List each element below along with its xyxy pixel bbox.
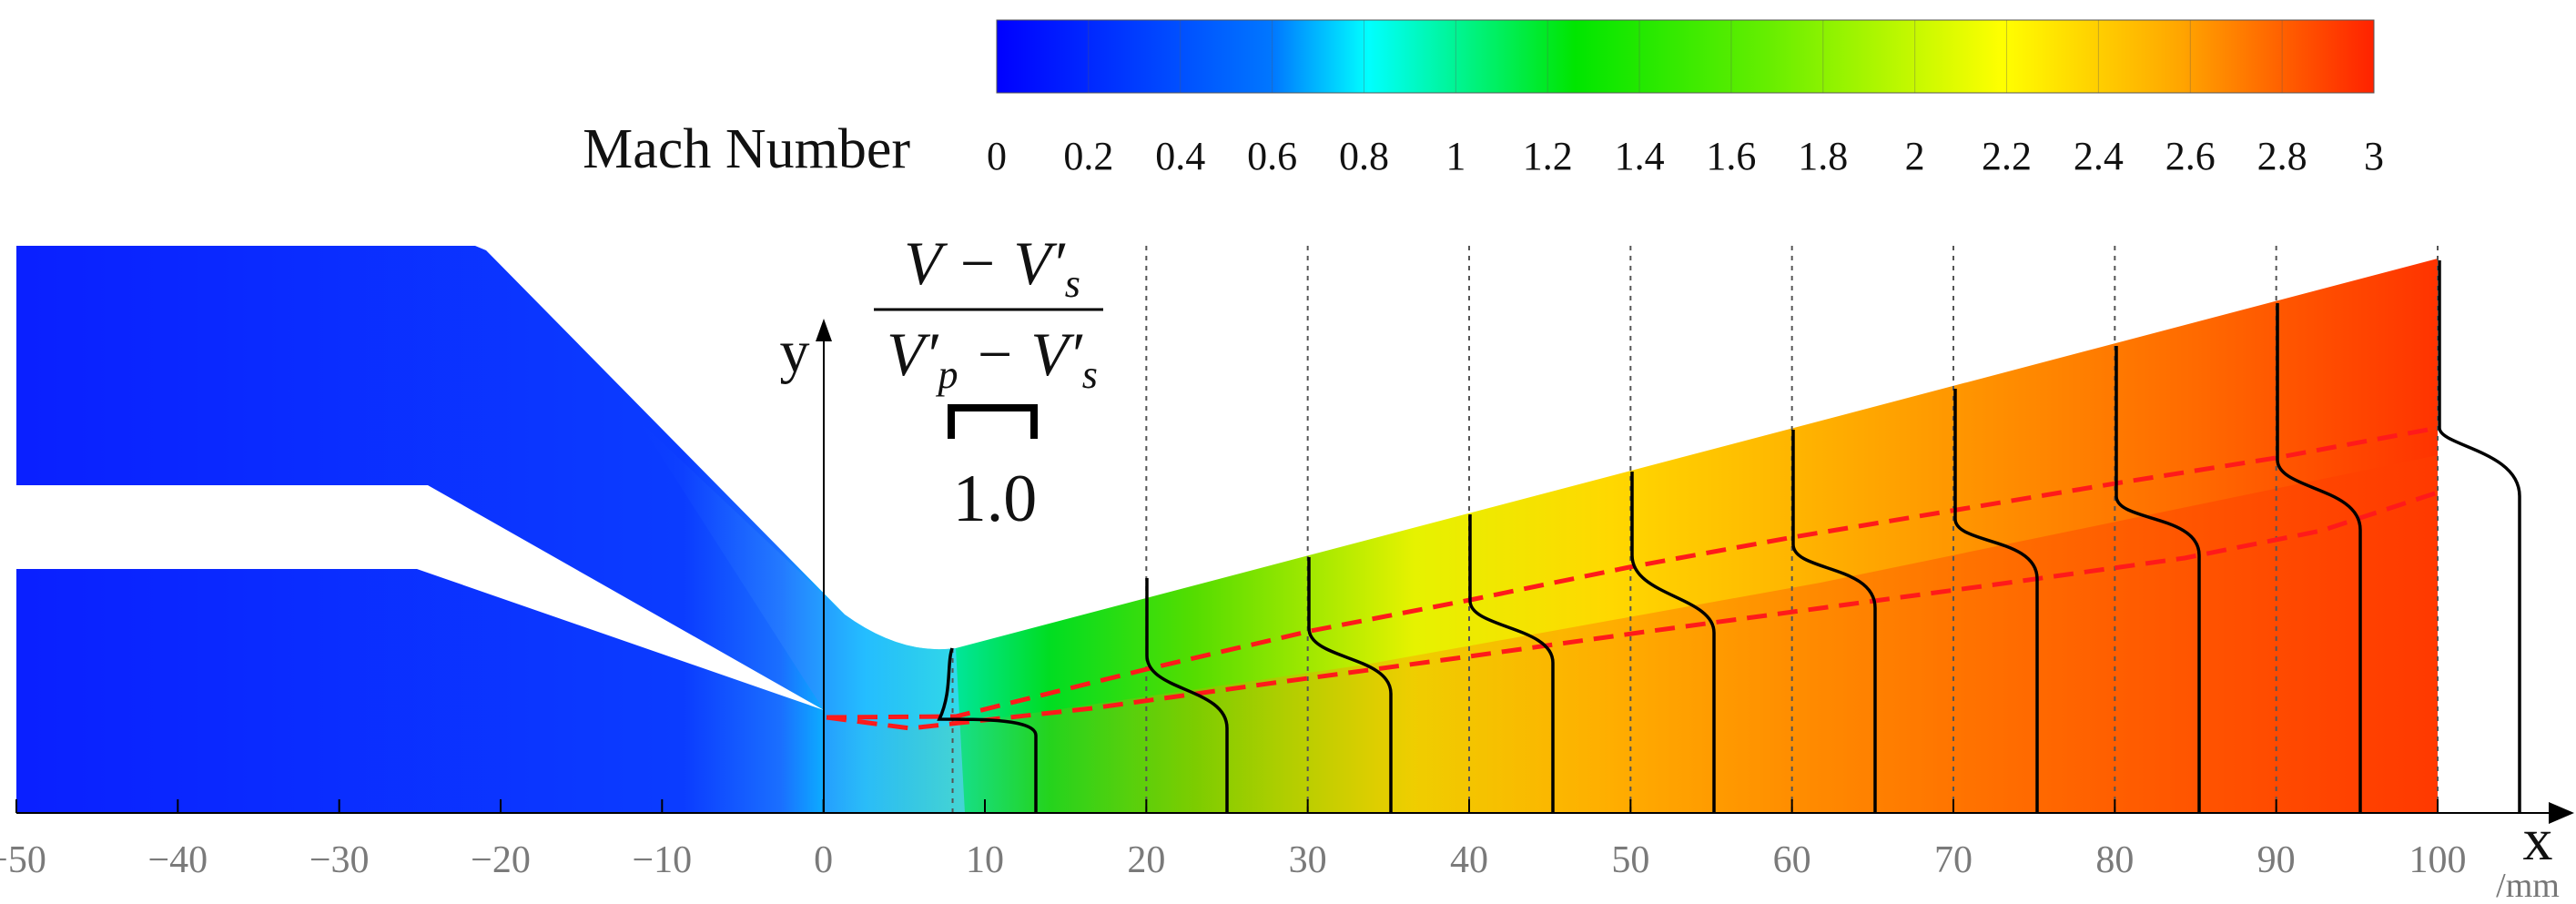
profile-x100 (2438, 260, 2521, 813)
x-axis-tick-label: −10 (632, 839, 692, 881)
x-axis-tick-label: −40 (147, 839, 208, 881)
colorbar-tick-label: 1.4 (1615, 134, 1665, 178)
x-axis-tick-label: 20 (1127, 839, 1165, 881)
fraction-numerator: V − V′s (904, 229, 1080, 306)
fraction-denominator: V′p − V′s (887, 320, 1098, 397)
colorbar-tick-label: 0 (987, 134, 1007, 178)
colorbar-gradient (996, 19, 2375, 94)
x-axis-tick-label: 100 (2409, 839, 2467, 881)
shear-layer-lower (826, 490, 2439, 731)
colorbar-tick-label: 0.8 (1339, 134, 1389, 178)
profile-x30 (1307, 557, 1393, 813)
y-axis-arrow-icon (816, 319, 832, 341)
x-axis-tick-label: −50 (0, 839, 46, 881)
colorbar-tick-label: 1.2 (1523, 134, 1573, 178)
profile-x60 (1791, 430, 1877, 813)
profile-x90 (2276, 303, 2362, 813)
colorbar-tick-labels: 0 0.2 0.4 0.6 0.8 1 1.2 1.4 1.6 1.8 2 2.2 2.4 2.6 2.8 3 (987, 134, 2384, 178)
x-axis-tick-label: 90 (2257, 839, 2296, 881)
secondary-inlet-highlight (637, 419, 965, 813)
colorbar-tick-label: 2.4 (2074, 134, 2124, 178)
velocity-profiles (937, 260, 2521, 813)
x-axis-tick-label: 10 (966, 839, 1004, 881)
colorbar: Mach Number 0 0.2 0.4 0.6 0.8 1 1.2 1.4 1.6 1.8 2 2… (583, 19, 2384, 180)
x-axis-tick-label: 80 (2095, 839, 2134, 881)
colorbar-title: Mach Number (583, 118, 910, 180)
profile-x20 (1145, 578, 1229, 813)
colorbar-tick-label: 0.6 (1247, 134, 1297, 178)
axes (15, 319, 2574, 824)
colorbar-tick-label: 1.6 (1706, 134, 1756, 178)
profile-x40 (1468, 514, 1555, 813)
y-axis-label: y (780, 319, 810, 385)
x-axis-tick-labels: −50 −40 −30 −20 −10 0 10 20 30 40 50 60 70 80 90 100 (0, 839, 2467, 881)
x-axis-ticks (15, 799, 2439, 813)
profile-scale: V − V′s V′p − V′s 1.0 (874, 229, 1103, 536)
colorbar-tick-label: 1 (1445, 134, 1465, 178)
x-axis-tick-label: 50 (1611, 839, 1649, 881)
scale-bar-label: 1.0 (953, 462, 1038, 536)
shear-layer-boundaries (826, 425, 2439, 731)
x-axis-tick-label: −20 (471, 839, 531, 881)
colorbar-tick-label: 2.6 (2165, 134, 2216, 178)
profile-x50 (1630, 472, 1716, 813)
x-axis-tick-label: −30 (309, 839, 370, 881)
profile-x80 (2115, 346, 2201, 813)
colorbar-tick-label: 2 (1905, 134, 1925, 178)
scale-bar (948, 404, 1038, 439)
x-axis-label: x (2523, 807, 2553, 873)
colorbar-tick-label: 0.4 (1155, 134, 1205, 178)
colorbar-tick-label: 2.8 (2257, 134, 2307, 178)
colorbar-tick-label: 2.2 (1982, 134, 2032, 178)
colorbar-tick-label: 3 (2364, 134, 2384, 178)
x-axis-tick-label: 70 (1934, 839, 1973, 881)
x-axis-tick-label: 40 (1450, 839, 1488, 881)
colorbar-tick-label: 1.8 (1798, 134, 1848, 178)
shear-layer-upper (826, 425, 2439, 720)
colorbar-dividers (1088, 20, 2283, 93)
x-axis-tick-label: 0 (814, 839, 833, 881)
profile-x70 (1953, 389, 2039, 813)
x-axis-arrow-icon (2549, 802, 2574, 824)
x-axis-tick-label: 30 (1289, 839, 1327, 881)
profile-x8 (937, 647, 1038, 813)
x-axis-unit: /mm (2496, 867, 2560, 904)
x-axis-tick-label: 60 (1773, 839, 1811, 881)
colorbar-tick-label: 0.2 (1063, 134, 1113, 178)
